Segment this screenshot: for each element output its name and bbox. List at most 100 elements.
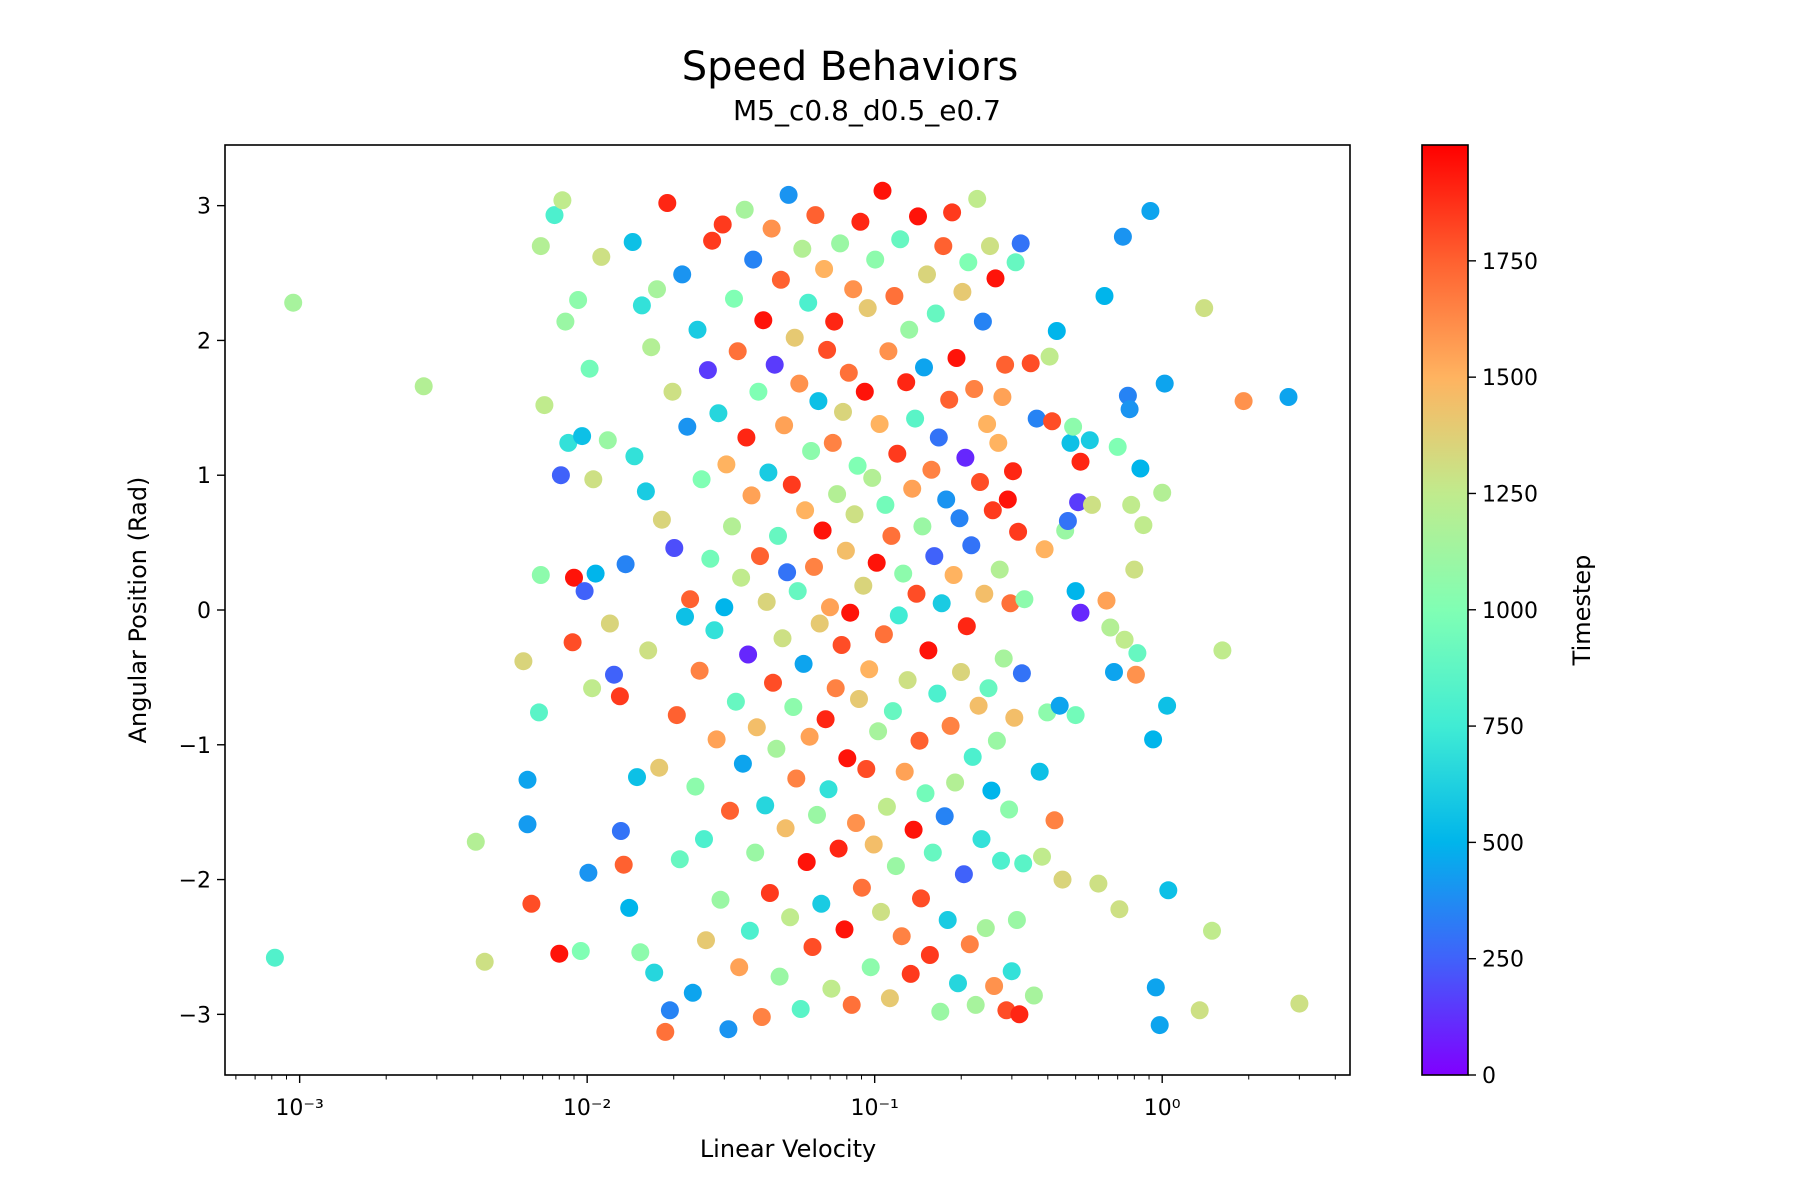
data-point (744, 250, 763, 269)
data-point (876, 495, 895, 514)
data-point (650, 758, 669, 777)
data-point (563, 633, 582, 652)
y-axis-label: Angular Position (Rad) (124, 477, 152, 744)
data-point (850, 690, 868, 708)
data-point (823, 433, 842, 452)
data-point (1001, 594, 1020, 613)
data-point (1213, 641, 1232, 660)
data-point (972, 830, 991, 849)
data-point (656, 1022, 675, 1041)
data-point (919, 641, 938, 660)
data-point (935, 807, 954, 826)
data-point (847, 814, 865, 832)
data-point (1115, 630, 1134, 649)
data-point (762, 219, 781, 238)
data-point (863, 468, 882, 487)
data-point (916, 784, 935, 803)
data-point (698, 361, 717, 380)
colorbar-tick-label: 500 (1482, 831, 1524, 856)
data-point (1203, 921, 1221, 940)
data-point (1027, 409, 1046, 428)
colorbar-tick-label: 1750 (1482, 250, 1538, 275)
data-point (1118, 386, 1137, 405)
data-point (746, 843, 765, 862)
data-point (580, 359, 599, 378)
data-point (1061, 433, 1080, 452)
data-point (475, 952, 494, 971)
data-point (932, 594, 951, 613)
data-point (829, 839, 848, 858)
data-point (978, 415, 997, 433)
data-point (709, 404, 728, 423)
data-point (1021, 354, 1040, 373)
data-point (803, 938, 822, 956)
data-point (987, 731, 1006, 750)
data-point (903, 479, 922, 498)
data-point (842, 995, 861, 1014)
data-point (839, 363, 858, 382)
data-point (797, 853, 816, 871)
data-point (870, 415, 889, 433)
data-point (1141, 202, 1160, 220)
data-point (866, 250, 885, 269)
colorbar-tick-label: 1500 (1482, 366, 1538, 391)
data-point (765, 355, 784, 374)
data-point (872, 902, 890, 921)
y-axis: 3 2 1 0 −1 −2 −3 (179, 195, 225, 1028)
data-point (918, 265, 936, 284)
data-point (1047, 322, 1066, 340)
data-point (732, 568, 751, 587)
data-point (959, 253, 978, 272)
data-point (1005, 708, 1024, 727)
data-point (573, 427, 592, 446)
data-point (571, 942, 590, 960)
data-point (834, 402, 852, 421)
data-point (466, 832, 485, 851)
data-point (705, 621, 724, 640)
data-point (1144, 730, 1163, 749)
data-point (711, 890, 730, 909)
data-point (631, 943, 650, 962)
data-point (832, 636, 851, 654)
data-point (770, 967, 789, 986)
data-point (1113, 227, 1132, 246)
data-point (676, 607, 694, 626)
data-point (628, 768, 646, 787)
data-point (1066, 582, 1085, 601)
y-tick-label: −1 (179, 734, 211, 759)
data-point (645, 963, 664, 982)
data-point (723, 517, 741, 536)
data-point (754, 311, 773, 330)
data-point (860, 660, 879, 679)
data-point (565, 568, 583, 587)
data-point (611, 822, 630, 840)
data-point (800, 727, 819, 746)
data-point (1006, 253, 1025, 272)
data-point (888, 444, 907, 463)
data-point (864, 835, 883, 854)
data-point (909, 207, 927, 226)
data-point (1150, 1016, 1169, 1035)
data-point (749, 382, 768, 401)
data-point (882, 526, 901, 545)
data-point (1122, 495, 1141, 514)
data-point (996, 355, 1015, 374)
data-point (764, 673, 782, 692)
data-point (925, 547, 944, 566)
data-point (652, 510, 671, 529)
data-point (514, 652, 533, 671)
data-point (575, 582, 594, 601)
data-point (885, 287, 904, 305)
data-point (752, 1008, 771, 1026)
data-point (808, 805, 826, 824)
data-point (614, 855, 633, 874)
data-point (1080, 431, 1099, 450)
data-point (796, 501, 815, 520)
data-point (1089, 874, 1108, 893)
data-point (1050, 696, 1069, 715)
data-point (690, 661, 709, 680)
data-point (1134, 516, 1153, 535)
data-point (1126, 665, 1145, 684)
data-point (1053, 870, 1072, 889)
data-point (877, 797, 896, 816)
